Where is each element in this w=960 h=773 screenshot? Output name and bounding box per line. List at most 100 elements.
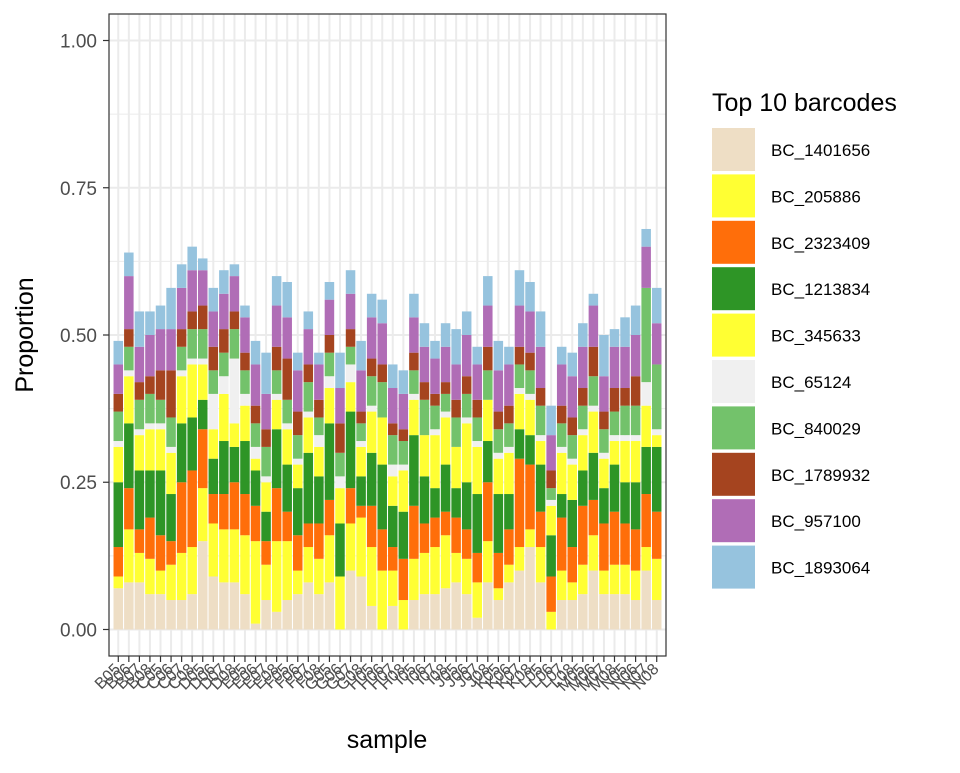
- bar-segment-BC_345633: [303, 417, 314, 453]
- bar-segment-BC_840029: [409, 370, 419, 394]
- bar-segment-BC_2323409: [493, 552, 504, 589]
- bar-segment-BC_205886: [651, 558, 662, 601]
- bar-segment-BC_205886: [461, 558, 472, 595]
- bar-segment-BC_1213834: [493, 494, 504, 553]
- bar-segment-BC_1401656: [282, 600, 292, 630]
- bar-segment-BC_1789932: [145, 376, 155, 394]
- bar-segment-BC_65124: [641, 382, 651, 406]
- bar-segment-BC_1401656: [293, 594, 303, 630]
- bar-stack-G06: [335, 352, 345, 630]
- bar-stack-N06: [630, 305, 641, 630]
- bar-stack-E07: [261, 352, 271, 630]
- bar-segment-BC_1789932: [514, 346, 525, 365]
- bar-segment-BC_957100: [556, 364, 567, 406]
- bar-segment-BC_840029: [282, 399, 292, 424]
- bar-segment-BC_957100: [620, 346, 630, 389]
- bar-segment-BC_1401656: [261, 600, 271, 630]
- bar-segment-BC_1213834: [409, 435, 419, 506]
- legend-key-BC_1401656: [712, 128, 755, 171]
- bar-segment-BC_1789932: [240, 352, 250, 371]
- bar-segment-BC_840029: [261, 446, 271, 477]
- bar-segment-BC_65124: [282, 423, 292, 430]
- legend-label: BC_205886: [771, 187, 861, 206]
- bar-segment-BC_840029: [356, 423, 366, 442]
- bar-segment-BC_2323409: [567, 547, 578, 583]
- bar-segment-BC_1893064: [651, 287, 662, 324]
- bar-segment-BC_205886: [556, 570, 567, 601]
- bar-segment-BC_957100: [641, 246, 651, 288]
- bar-stack-F06: [293, 352, 303, 630]
- bar-segment-BC_205886: [314, 558, 324, 595]
- bar-segment-BC_65124: [535, 435, 546, 442]
- bar-segment-BC_957100: [409, 317, 419, 353]
- bar-segment-BC_2323409: [599, 523, 609, 571]
- bar-stack-K08: [525, 281, 535, 630]
- bar-segment-BC_345633: [398, 470, 409, 512]
- bar-segment-BC_1213834: [641, 446, 651, 495]
- bar-segment-BC_345633: [134, 435, 145, 471]
- bar-segment-BC_2323409: [240, 494, 250, 536]
- legend-key-BC_1213834: [712, 267, 755, 311]
- bar-segment-BC_1893064: [229, 264, 240, 277]
- bar-stack-L05: [535, 311, 546, 630]
- bar-segment-BC_345633: [124, 376, 134, 424]
- bar-segment-BC_205886: [599, 570, 609, 595]
- bar-stack-B06: [124, 252, 134, 630]
- bar-segment-BC_345633: [514, 393, 525, 430]
- bar-segment-BC_1893064: [335, 352, 345, 389]
- bar-segment-BC_345633: [324, 388, 335, 424]
- bar-segment-BC_65124: [430, 429, 440, 436]
- bar-segment-BC_840029: [419, 399, 430, 436]
- bar-segment-BC_65124: [356, 441, 366, 447]
- bar-segment-BC_1213834: [578, 470, 588, 506]
- bar-segment-BC_1789932: [398, 429, 409, 442]
- bar-segment-BC_345633: [461, 423, 472, 483]
- bar-segment-BC_1789932: [303, 364, 314, 383]
- bar-segment-BC_957100: [240, 317, 250, 353]
- bar-segment-BC_1789932: [461, 376, 472, 394]
- legend: Top 10 barcodes BC_1401656 BC_205886 BC_23…: [712, 89, 897, 589]
- bar-segment-BC_65124: [398, 464, 409, 471]
- bar-segment-BC_65124: [176, 370, 187, 377]
- bar-segment-BC_1893064: [514, 270, 525, 306]
- bar-segment-BC_65124: [588, 405, 599, 412]
- bar-segment-BC_65124: [250, 446, 261, 459]
- bar-segment-BC_957100: [578, 346, 588, 389]
- bar-segment-BC_205886: [134, 552, 145, 583]
- bar-segment-BC_840029: [588, 376, 599, 406]
- bar-segment-BC_1893064: [525, 281, 535, 312]
- bar-segment-BC_840029: [366, 376, 377, 406]
- bar-segment-BC_2323409: [345, 488, 356, 524]
- bar-segment-BC_345633: [525, 399, 535, 436]
- bar-segment-BC_1789932: [282, 358, 292, 400]
- bar-segment-BC_840029: [567, 435, 578, 459]
- bar-segment-BC_1789932: [229, 311, 240, 330]
- bar-segment-BC_205886: [451, 552, 461, 583]
- bar-segment-BC_1213834: [208, 458, 219, 495]
- bar-segment-BC_205886: [324, 535, 335, 583]
- bar-segment-BC_1401656: [356, 576, 366, 630]
- bar-segment-BC_1789932: [187, 311, 197, 330]
- bar-segment-BC_345633: [282, 429, 292, 465]
- bar-segment-BC_1893064: [388, 364, 398, 389]
- bar-segment-BC_2323409: [155, 535, 166, 571]
- bar-segment-BC_1213834: [388, 505, 398, 548]
- bar-segment-BC_957100: [493, 370, 504, 412]
- bar-segment-BC_345633: [419, 435, 430, 477]
- bar-segment-BC_1893064: [620, 317, 630, 347]
- legend-key-BC_345633: [712, 313, 755, 357]
- bar-stack-F05: [282, 281, 292, 630]
- bar-segment-BC_65124: [197, 358, 208, 365]
- bar-segment-BC_957100: [324, 299, 335, 335]
- bar-segment-BC_840029: [483, 370, 493, 400]
- bar-segment-BC_1213834: [366, 452, 377, 506]
- bar-segment-BC_957100: [504, 364, 514, 406]
- bar-segment-BC_957100: [366, 317, 377, 359]
- bar-segment-BC_345633: [430, 435, 440, 489]
- bar-segment-BC_1789932: [609, 388, 620, 412]
- bar-segment-BC_1893064: [472, 346, 482, 365]
- bar-segment-BC_2323409: [388, 547, 398, 571]
- bar-segment-BC_957100: [293, 370, 303, 412]
- bar-segment-BC_1789932: [271, 346, 282, 371]
- bar-segment-BC_65124: [514, 388, 525, 394]
